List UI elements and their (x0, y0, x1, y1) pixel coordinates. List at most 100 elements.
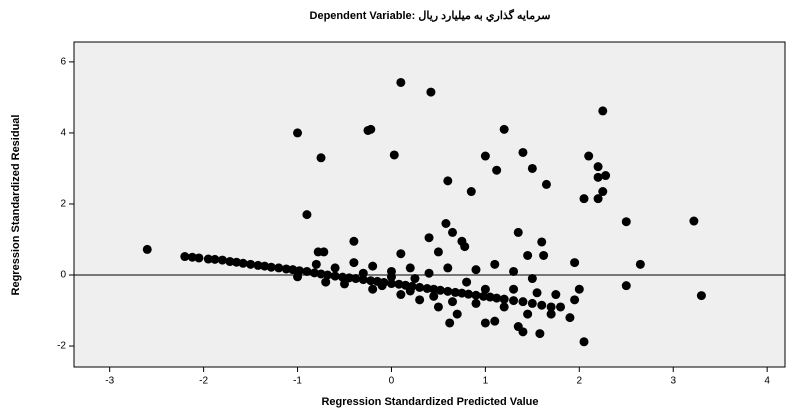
point (396, 249, 406, 259)
point (546, 309, 556, 319)
point (441, 219, 451, 229)
point (433, 302, 443, 312)
point (570, 295, 580, 305)
point (344, 273, 354, 283)
y-tick-label: -2 (57, 341, 66, 352)
point (443, 176, 453, 186)
point (377, 281, 387, 291)
point (410, 274, 420, 284)
point (246, 259, 256, 269)
point (584, 151, 594, 161)
point (598, 187, 608, 197)
point (509, 296, 519, 306)
point (480, 318, 490, 328)
point (499, 124, 509, 134)
x-tick-label: 1 (483, 376, 489, 387)
point (435, 285, 445, 295)
point (593, 162, 603, 172)
point (405, 263, 415, 273)
point (471, 290, 481, 300)
point (351, 274, 361, 284)
point (448, 297, 458, 307)
point (541, 179, 551, 189)
x-tick-label: -3 (105, 376, 114, 387)
chart-title: Dependent Variable: سرمايه گذاري به ميلي… (310, 8, 551, 23)
point (386, 272, 396, 282)
x-tick-label: -2 (199, 376, 208, 387)
y-tick-label: 6 (60, 57, 66, 68)
point (426, 87, 436, 97)
point (405, 286, 415, 296)
point (462, 277, 472, 287)
y-axis-label: Regression Standardized Residual (10, 115, 22, 296)
x-tick-label: 2 (577, 376, 583, 387)
point (180, 252, 190, 262)
point (471, 265, 481, 275)
point (539, 250, 549, 260)
point (523, 250, 533, 260)
point (339, 279, 349, 289)
point (463, 289, 473, 299)
point (225, 257, 235, 267)
point (509, 284, 519, 294)
point (579, 337, 589, 347)
point (433, 247, 443, 257)
point (330, 271, 340, 281)
point (323, 270, 333, 280)
point (194, 253, 204, 263)
point (518, 147, 528, 157)
point (368, 261, 378, 271)
point (565, 313, 575, 323)
point (330, 263, 340, 273)
point (142, 244, 152, 254)
point (551, 290, 561, 300)
point (480, 284, 490, 294)
point (389, 150, 399, 160)
point (535, 329, 545, 339)
point (415, 295, 425, 305)
point (293, 128, 303, 138)
point (466, 187, 476, 197)
point (302, 266, 312, 276)
point (203, 254, 213, 264)
point (490, 259, 500, 269)
point (492, 293, 502, 303)
point (187, 252, 197, 262)
point (689, 216, 699, 226)
point (479, 291, 489, 301)
point (321, 277, 331, 287)
point (696, 291, 706, 301)
point (424, 233, 434, 243)
point (537, 300, 547, 310)
point (579, 194, 589, 204)
point (366, 276, 376, 286)
point (338, 272, 348, 282)
point (448, 227, 458, 237)
point (422, 284, 432, 294)
point (499, 302, 509, 312)
x-tick-label: 3 (670, 376, 676, 387)
point (445, 318, 455, 328)
point (217, 255, 227, 265)
point (601, 171, 611, 181)
point (396, 77, 406, 87)
point (274, 263, 284, 273)
point (513, 322, 523, 332)
point (358, 268, 368, 278)
point (210, 254, 220, 264)
point (363, 125, 373, 135)
point (513, 227, 523, 237)
point (349, 258, 359, 268)
point (266, 262, 276, 272)
point (415, 282, 425, 292)
point (546, 302, 556, 312)
point (492, 165, 502, 175)
point (570, 258, 580, 268)
point (349, 236, 359, 246)
point (480, 151, 490, 161)
point (443, 286, 453, 296)
point (450, 287, 460, 297)
point (253, 260, 263, 270)
point (368, 284, 378, 294)
